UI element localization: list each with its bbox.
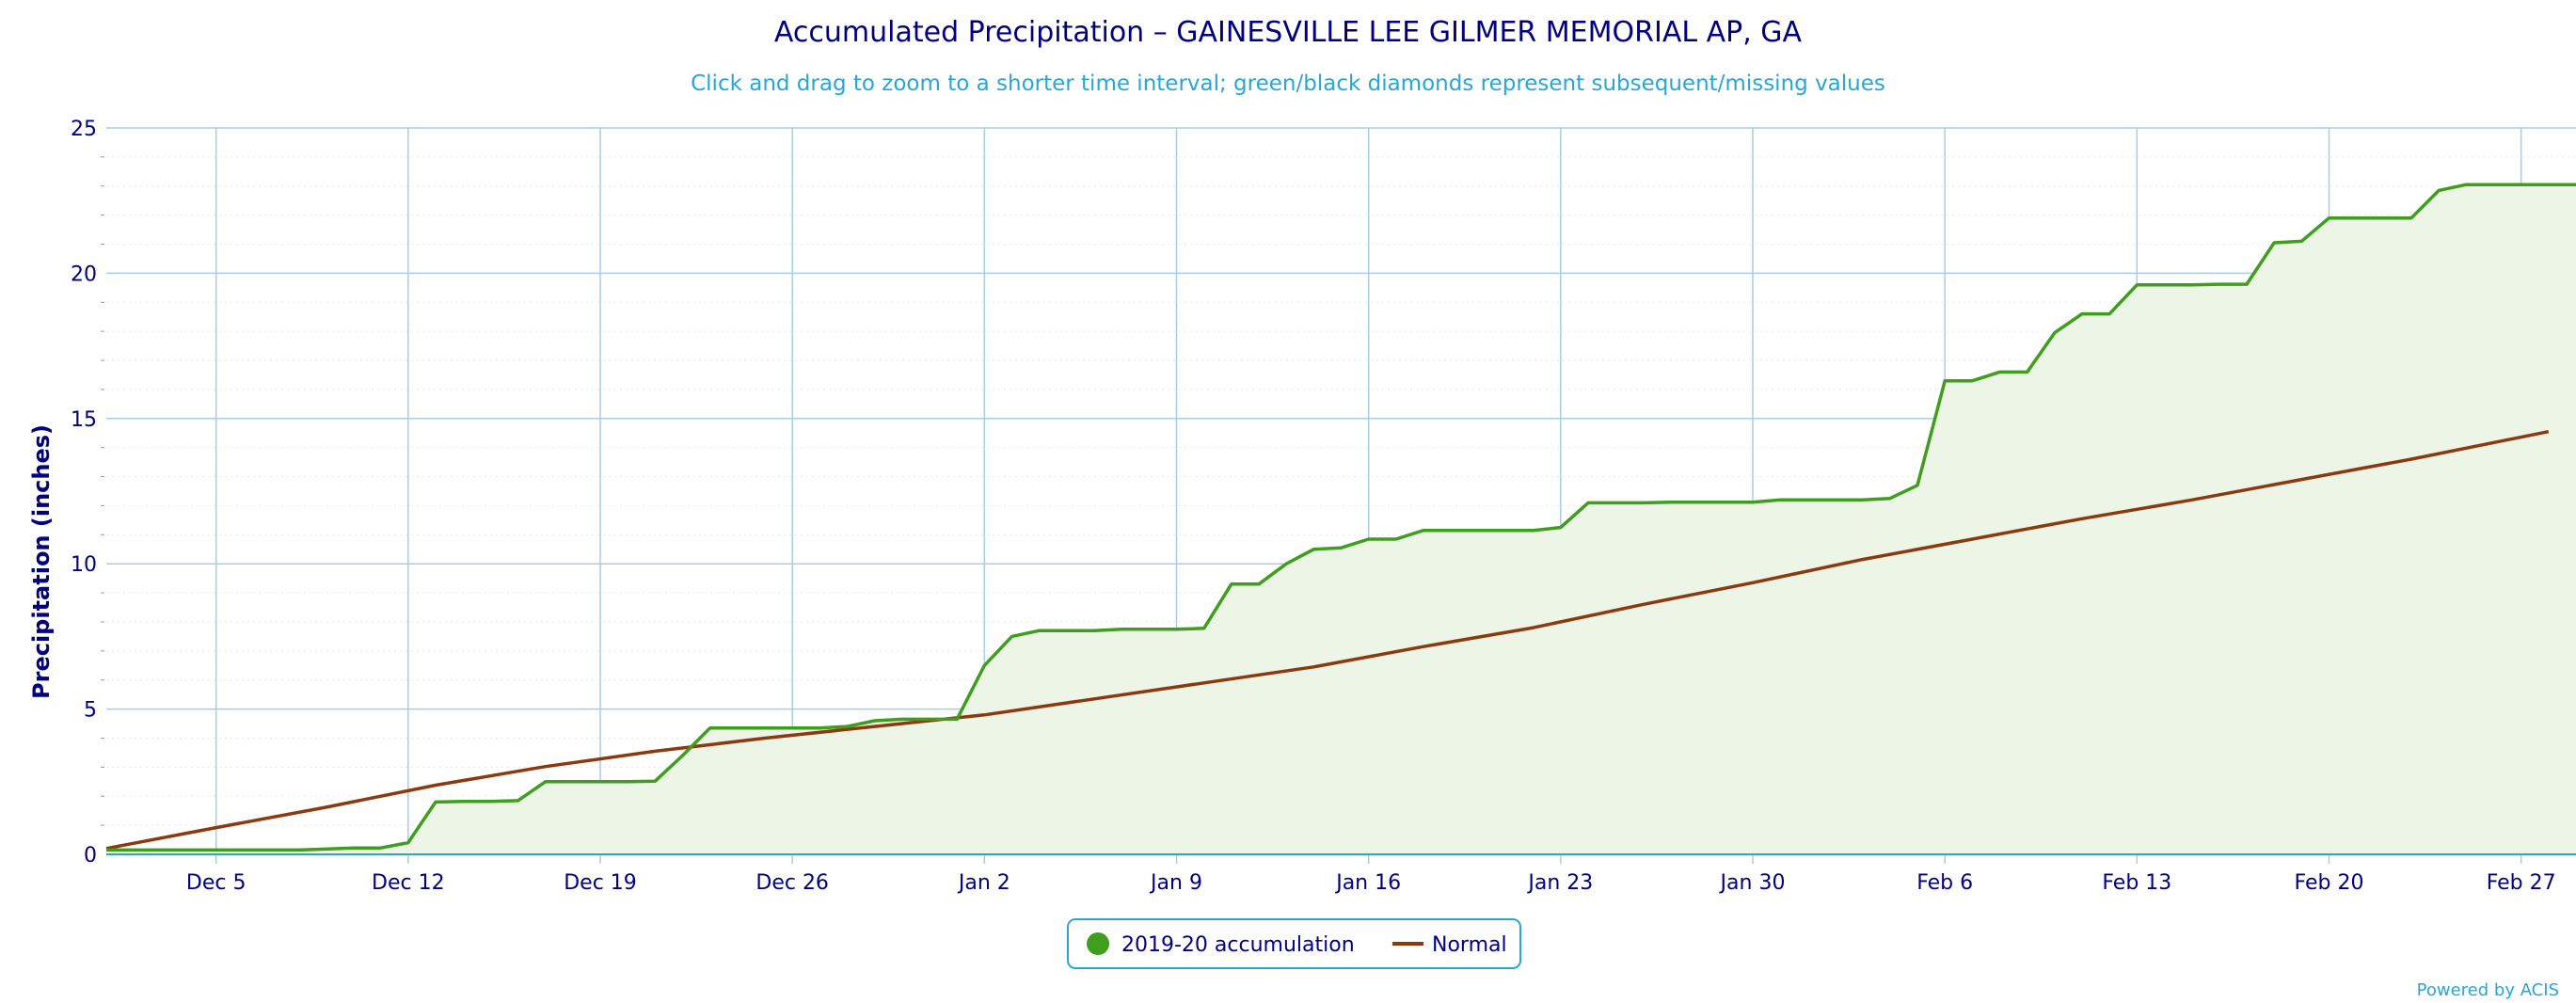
- accumulation-area: [106, 184, 2576, 854]
- legend-box: [1067, 918, 1521, 969]
- y-tick-label: 25: [71, 118, 97, 141]
- x-tick-label: Jan 9: [1149, 871, 1202, 895]
- x-tick-label: Jan 16: [1334, 871, 1401, 895]
- x-tick-label: Feb 6: [1916, 871, 1973, 895]
- y-tick-label: 20: [71, 263, 97, 286]
- x-tick-label: Feb 27: [2487, 871, 2556, 895]
- x-tick-label: Feb 13: [2102, 871, 2171, 895]
- accumulation-line[interactable]: [106, 183, 2576, 852]
- x-tick-label: Jan 2: [957, 871, 1010, 895]
- legend[interactable]: 2019-20 accumulation Normal: [1067, 918, 1521, 969]
- chart-subtitle: Click and drag to zoom to a shorter time…: [691, 72, 1885, 96]
- x-tick-label: Dec 5: [186, 871, 246, 895]
- credit-link[interactable]: Powered by ACIS: [2417, 980, 2559, 1000]
- y-tick-label: 5: [84, 699, 97, 723]
- axes: 0 5 10 15 20 25 Dec 5 Dec 12 Dec 19 Dec 26 Jan 2 Ja…: [71, 118, 2576, 895]
- chart-title: Accumulated Precipitation – GAINESVILLE …: [774, 16, 1803, 49]
- legend-label-normal: Normal: [1432, 933, 1507, 957]
- y-tick-label: 15: [71, 408, 97, 432]
- x-tick-label: Dec 12: [372, 871, 445, 895]
- y-axis-title: Precipitation (inches): [28, 424, 55, 699]
- legend-item-accumulation[interactable]: 2019-20 accumulation: [1087, 932, 1355, 957]
- normal-line[interactable]: [105, 429, 2550, 851]
- plot-area[interactable]: [105, 183, 2576, 854]
- x-tick-label: Dec 26: [755, 871, 829, 895]
- x-tick-label: Jan 23: [1526, 871, 1593, 895]
- legend-symbol-accumulation: [1087, 932, 1109, 955]
- x-tick-label: Jan 30: [1719, 871, 1786, 895]
- y-tick-label: 0: [84, 844, 97, 868]
- legend-item-normal[interactable]: Normal: [1392, 933, 1507, 957]
- y-tick-label: 10: [71, 553, 97, 577]
- x-tick-label: Dec 19: [564, 871, 637, 895]
- x-tick-label: Feb 20: [2295, 871, 2364, 895]
- legend-label-accumulation: 2019-20 accumulation: [1121, 933, 1355, 957]
